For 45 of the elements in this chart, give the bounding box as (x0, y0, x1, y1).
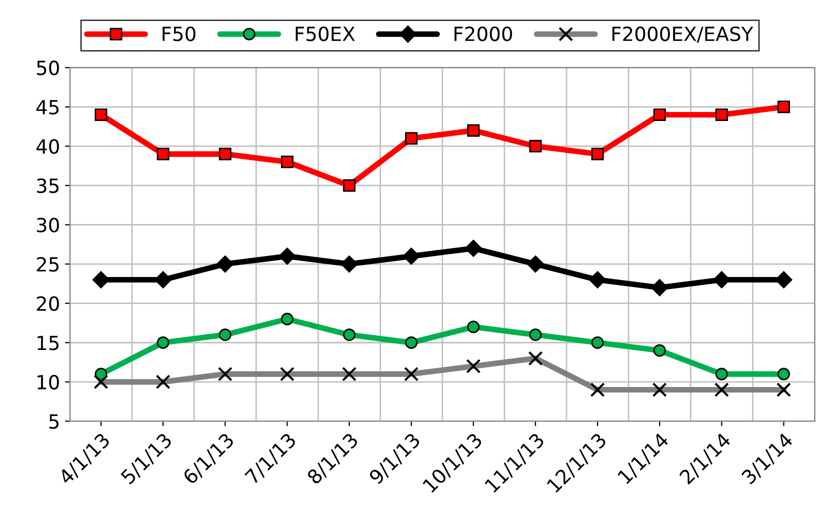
point (526, 255, 544, 273)
point (777, 100, 790, 114)
point (405, 132, 418, 145)
point (529, 140, 542, 152)
point (218, 148, 232, 160)
point (280, 312, 294, 326)
y-tick-label: 25 (36, 257, 59, 272)
y-tick-label: 50 (36, 60, 59, 76)
y-tick-label: 30 (36, 218, 59, 232)
point (777, 368, 790, 380)
point (591, 336, 604, 349)
point (715, 108, 728, 121)
point (278, 248, 296, 265)
point (218, 328, 232, 342)
point (216, 255, 234, 273)
point (156, 336, 170, 349)
point (280, 156, 294, 168)
point (402, 248, 420, 265)
point (529, 328, 542, 342)
y-tick-label: 5 (49, 414, 59, 429)
legend-label: F2000EX/EASY (612, 26, 754, 43)
legend-label: F50EX (296, 26, 355, 42)
point (653, 108, 666, 121)
point (588, 271, 606, 288)
point (343, 328, 356, 342)
y-tick-label: 10 (38, 374, 59, 390)
point (467, 124, 480, 137)
point (405, 336, 418, 349)
y-tick-label: 40 (36, 139, 59, 154)
point (94, 108, 108, 121)
y-tick-label: 20 (36, 296, 59, 311)
point (715, 368, 728, 380)
legend-label: F50 (162, 26, 196, 42)
point (467, 320, 480, 334)
point (464, 240, 482, 257)
y-tick-label: 35 (36, 178, 59, 194)
point (591, 148, 604, 160)
legend-label: F2000 (454, 26, 512, 42)
point (343, 179, 356, 192)
point (340, 255, 358, 273)
y-tick-label: 45 (36, 100, 59, 115)
point (653, 344, 666, 357)
point (651, 279, 668, 296)
y-tick-label: 15 (38, 336, 59, 350)
point (156, 148, 170, 160)
